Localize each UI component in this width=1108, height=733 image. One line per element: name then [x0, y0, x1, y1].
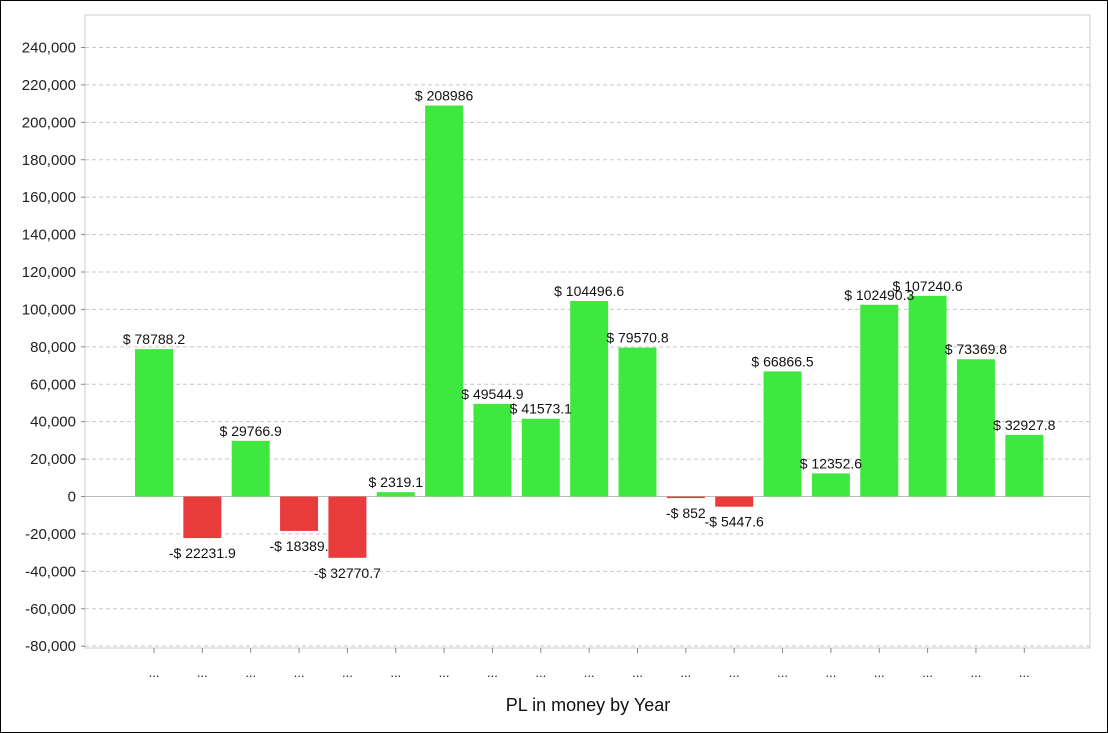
x-category-label: ... [149, 665, 160, 680]
data-label: $ 49544.9 [461, 386, 523, 402]
y-tick-label: 160,000 [22, 189, 76, 206]
data-label: $ 32927.8 [993, 417, 1055, 433]
bar [328, 496, 367, 558]
x-category-label: ... [632, 665, 643, 680]
y-tick-label: -40,000 [25, 563, 76, 580]
data-label: $ 104496.6 [554, 283, 624, 299]
y-tick-label: -60,000 [25, 601, 76, 618]
x-category-label: ... [535, 665, 546, 680]
y-tick-label: 80,000 [30, 339, 76, 356]
bars [135, 105, 1044, 558]
y-tick-label: 40,000 [30, 414, 76, 431]
y-tick-label: 140,000 [22, 227, 76, 244]
data-label: $ 41573.1 [510, 401, 572, 417]
data-label: $ 208986 [415, 88, 474, 104]
x-category-label: ... [439, 665, 450, 680]
data-label: $ 29766.9 [220, 423, 282, 439]
bar [183, 496, 222, 539]
x-category-label: ... [729, 665, 740, 680]
x-category-label: ... [922, 665, 933, 680]
data-label: $ 78788.2 [123, 331, 185, 347]
data-label: -$ 852 [666, 505, 706, 521]
data-labels: $ 78788.2 -$ 22231.9 $ 29766.9 -$ 18389. -$ … [123, 88, 1056, 581]
x-category-label: ... [584, 665, 595, 680]
bar [376, 492, 415, 497]
bar [425, 105, 464, 497]
x-category-label: ... [245, 665, 256, 680]
data-label: $ 12352.6 [800, 455, 862, 471]
data-label: $ 107240.6 [893, 278, 963, 294]
y-tick-label: -80,000 [25, 638, 76, 655]
x-axis-categories: ........................................… [149, 648, 1030, 680]
bar [618, 347, 657, 497]
y-tick-label: 220,000 [22, 77, 76, 94]
y-tick-label: 60,000 [30, 376, 76, 393]
bar [666, 496, 705, 499]
x-category-label: ... [874, 665, 885, 680]
x-category-label: ... [1019, 665, 1030, 680]
y-tick-label: 240,000 [22, 40, 76, 57]
x-category-label: ... [680, 665, 691, 680]
x-category-label: ... [487, 665, 498, 680]
bar [231, 440, 270, 497]
x-category-label: ... [197, 665, 208, 680]
x-category-label: ... [825, 665, 836, 680]
bar [280, 496, 319, 531]
y-tick-label: 120,000 [22, 264, 76, 281]
y-axis-ticks: -80,000 -60,000 -40,000 -20,000 0 20,000 40,00… [22, 40, 85, 655]
bar [135, 349, 173, 497]
y-tick-label: 0 [68, 489, 76, 506]
y-tick-label: 200,000 [22, 114, 76, 131]
y-tick-label: 100,000 [22, 301, 76, 318]
data-label: $ 2319.1 [369, 474, 424, 490]
bar [763, 371, 802, 497]
bar [473, 403, 512, 497]
bar [521, 418, 560, 497]
data-label: $ 79570.8 [606, 330, 668, 346]
x-category-label: ... [777, 665, 788, 680]
data-label: -$ 32770.7 [314, 565, 381, 581]
data-label: $ 73369.8 [945, 341, 1007, 357]
bar [908, 295, 947, 497]
data-label: $ 66866.5 [751, 353, 813, 369]
bar [811, 473, 850, 497]
y-tick-label: 180,000 [22, 152, 76, 169]
bar [860, 304, 899, 497]
x-axis-title: PL in money by Year [506, 695, 670, 715]
data-label: $ 102490.3 [844, 287, 914, 303]
y-tick-label: 20,000 [30, 451, 76, 468]
bar [570, 301, 609, 497]
data-label: -$ 18389. [269, 538, 328, 554]
bar [715, 496, 754, 507]
data-label: -$ 22231.9 [169, 545, 236, 561]
data-label: -$ 5447.6 [705, 514, 764, 530]
x-category-label: ... [294, 665, 305, 680]
x-category-label: ... [971, 665, 982, 680]
bar [956, 359, 995, 497]
x-category-label: ... [342, 665, 353, 680]
x-category-label: ... [390, 665, 401, 680]
bar [1005, 434, 1044, 497]
y-tick-label: -20,000 [25, 526, 76, 543]
